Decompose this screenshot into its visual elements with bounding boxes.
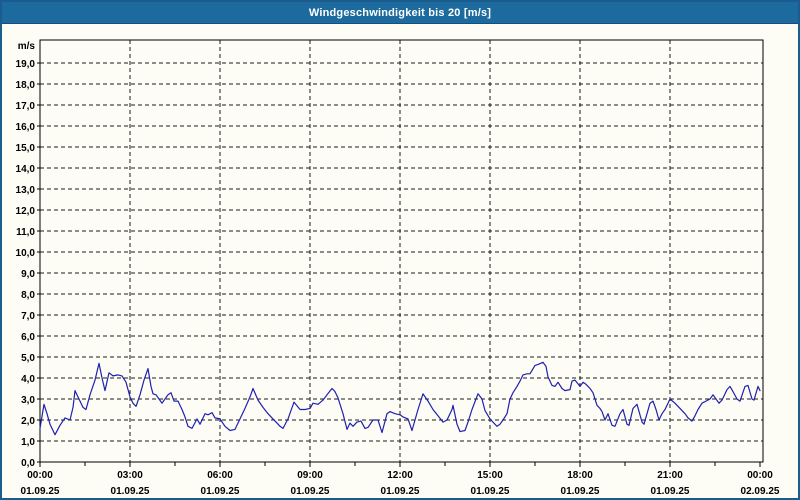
x-tick-time-label: 12:00 bbox=[387, 470, 413, 481]
y-tick-label: 12,0 bbox=[16, 206, 36, 217]
y-tick-label: 1,0 bbox=[21, 437, 35, 448]
window-titlebar: Windgeschwindigkeit bis 20 [m/s] bbox=[2, 2, 798, 24]
y-tick-label: 2,0 bbox=[21, 416, 35, 427]
x-tick-time-label: 06:00 bbox=[207, 470, 233, 481]
y-tick-label: 8,0 bbox=[21, 290, 35, 301]
x-tick-date-label: 01.09.25 bbox=[381, 486, 420, 497]
x-tick-date-label: 01.09.25 bbox=[561, 486, 600, 497]
window-title: Windgeschwindigkeit bis 20 [m/s] bbox=[308, 6, 492, 19]
y-tick-label: 17,0 bbox=[16, 101, 36, 112]
x-tick-time-label: 00:00 bbox=[747, 470, 773, 481]
wind-speed-chart: 0,0 1,0 2,0 3,0 4,0 5,0 6,0 7,0 8,0 9,0 10,0 11,0 12… bbox=[16, 39, 780, 497]
y-tick-label: 10,0 bbox=[16, 248, 36, 259]
y-tick-label: 15,0 bbox=[16, 143, 36, 154]
x-tick-date-label: 01.09.25 bbox=[111, 486, 150, 497]
y-tick-label: 3,0 bbox=[21, 395, 35, 406]
plot-frame bbox=[39, 39, 764, 463]
x-tick-time-label: 09:00 bbox=[297, 470, 323, 481]
y-tick-label: 4,0 bbox=[21, 374, 35, 385]
y-tick-label: 9,0 bbox=[21, 269, 35, 280]
chart-area: 0,0 1,0 2,0 3,0 4,0 5,0 6,0 7,0 8,0 9,0 10,0 11,0 12… bbox=[2, 24, 798, 498]
x-tick-date-label: 01.09.25 bbox=[651, 486, 690, 497]
x-tick-date-label: 01.09.25 bbox=[21, 486, 60, 497]
x-tick-date-label: 01.09.25 bbox=[291, 486, 330, 497]
x-tick-time-label: 18:00 bbox=[567, 470, 593, 481]
x-tick-time-label: 21:00 bbox=[657, 470, 683, 481]
y-tick-label: 7,0 bbox=[21, 311, 35, 322]
y-tick-label: 16,0 bbox=[16, 122, 36, 133]
x-tick-time-label: 03:00 bbox=[117, 470, 143, 481]
y-tick-label: 6,0 bbox=[21, 332, 35, 343]
y-tick-label: 13,0 bbox=[16, 185, 36, 196]
x-tick-date-label: 02.09.25 bbox=[741, 486, 780, 497]
x-tick-time-label: 15:00 bbox=[477, 470, 503, 481]
x-tick-date-label: 01.09.25 bbox=[201, 486, 240, 497]
y-tick-label: 0,0 bbox=[21, 458, 35, 469]
wind-speed-series-line bbox=[39, 361, 761, 436]
x-tick-date-label: 01.09.25 bbox=[471, 486, 510, 497]
y-tick-label: 14,0 bbox=[16, 164, 36, 175]
y-tick-label: 5,0 bbox=[21, 353, 35, 364]
y-tick-label: 19,0 bbox=[16, 59, 36, 70]
y-axis-unit-label: m/s bbox=[18, 41, 36, 52]
y-tick-label: 11,0 bbox=[16, 227, 35, 238]
y-tick-label: 18,0 bbox=[16, 80, 36, 91]
x-tick-time-label: 00:00 bbox=[27, 470, 53, 481]
